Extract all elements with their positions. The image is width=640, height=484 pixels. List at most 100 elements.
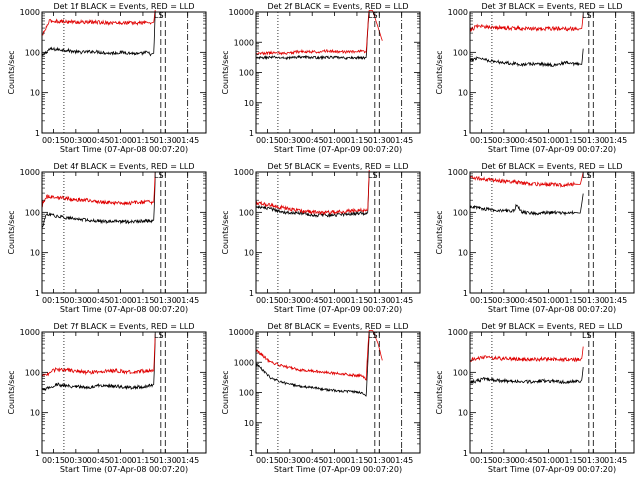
x-tick-label: 00:15 <box>42 136 65 145</box>
x-tick-label: 01:00 <box>537 136 560 145</box>
x-tick-label: 00:30 <box>64 456 87 465</box>
x-tick-label: 00:45 <box>515 296 538 305</box>
x-tick-label: 00:30 <box>278 456 301 465</box>
x-tick-label: 00:30 <box>278 136 301 145</box>
events-series-line <box>42 10 156 57</box>
y-tick-label: 10 <box>244 99 254 108</box>
x-axis-label: Start Time (07-Apr-09 00:07:20) <box>274 305 402 314</box>
x-tick-label: 00:45 <box>301 456 324 465</box>
x-tick-label: 01:00 <box>537 296 560 305</box>
y-tick-label: 1000 <box>20 328 40 337</box>
x-tick-label: 00:45 <box>87 456 110 465</box>
x-axis-label: Start Time (07-Apr-08 00:07:20) <box>60 465 188 474</box>
lld-series-line <box>470 14 584 33</box>
x-tick-label: 00:45 <box>301 296 324 305</box>
y-tick-label: 100 <box>239 208 254 217</box>
x-tick-label: 00:30 <box>492 296 515 305</box>
panel-title: Det 8f BLACK = Events, RED = LLD <box>267 322 408 331</box>
marker-label: LS <box>368 171 378 180</box>
y-tick-label: 10 <box>244 249 254 258</box>
x-tick-label: 00:30 <box>64 136 87 145</box>
lld-series-line <box>42 10 156 36</box>
x-tick-label: 00:15 <box>256 456 279 465</box>
y-axis-label: Counts/sec <box>7 50 16 94</box>
events-series-line <box>470 193 584 217</box>
x-tick-label: 00:45 <box>87 136 110 145</box>
x-tick-label: 01:15 <box>131 296 154 305</box>
x-tick-label: 01:15 <box>559 136 582 145</box>
x-tick-label: 00:30 <box>278 296 301 305</box>
x-tick-label: 00:15 <box>256 136 279 145</box>
lld-series-line <box>42 333 156 377</box>
marker-label: LS <box>582 171 592 180</box>
events-series-line <box>470 48 584 68</box>
marker-label: LS <box>154 11 164 20</box>
y-axis-label: Counts/sec <box>221 50 230 94</box>
x-tick-label: 01:15 <box>131 456 154 465</box>
y-tick-label: 1 <box>463 129 468 138</box>
events-series-line <box>256 333 370 397</box>
x-tick-label: 00:30 <box>492 456 515 465</box>
y-tick-label: 100 <box>25 48 40 57</box>
x-tick-label: 00:15 <box>470 136 493 145</box>
marker-label: LS <box>582 331 592 340</box>
x-tick-label: 01:15 <box>559 456 582 465</box>
x-tick-label: 01:30 <box>154 136 177 145</box>
x-tick-label: 00:30 <box>64 296 87 305</box>
panel-title: Det 4f BLACK = Events, RED = LLD <box>53 162 194 171</box>
panel-title: Det 9f BLACK = Events, RED = LLD <box>481 322 622 331</box>
panel-title: Det 1f BLACK = Events, RED = LLD <box>53 2 194 11</box>
y-tick-label: 100 <box>453 368 468 377</box>
y-tick-label: 100 <box>453 48 468 57</box>
y-axis-label: Counts/sec <box>435 370 444 414</box>
x-axis-label: Start Time (07-Apr-08 00:07:20) <box>60 145 188 154</box>
y-tick-label: 10 <box>30 409 40 418</box>
lld-series-line <box>256 330 383 381</box>
panel-title: Det 3f BLACK = Events, RED = LLD <box>481 2 622 11</box>
lld-series-line <box>42 171 156 208</box>
y-tick-label: 10 <box>458 409 468 418</box>
y-tick-label: 1 <box>35 289 40 298</box>
x-tick-label: 01:15 <box>345 136 368 145</box>
x-tick-label: 01:15 <box>345 456 368 465</box>
y-tick-label: 1000 <box>234 168 254 177</box>
y-tick-label: 100 <box>25 368 40 377</box>
x-tick-label: 01:45 <box>176 456 199 465</box>
y-axis-label: Counts/sec <box>221 210 230 254</box>
x-tick-label: 01:00 <box>537 456 560 465</box>
x-tick-label: 01:30 <box>368 136 391 145</box>
marker-label: LS <box>582 11 592 20</box>
events-series-line <box>470 367 584 385</box>
panel-title: Det 6f BLACK = Events, RED = LLD <box>481 162 622 171</box>
y-tick-label: 10 <box>458 89 468 98</box>
y-tick-label: 1000 <box>234 38 254 47</box>
x-tick-label: 01:45 <box>390 296 413 305</box>
panel-title: Det 5f BLACK = Events, RED = LLD <box>267 162 408 171</box>
x-tick-label: 01:30 <box>154 456 177 465</box>
plot-frame <box>255 11 421 134</box>
x-tick-label: 01:30 <box>368 456 391 465</box>
x-tick-label: 01:30 <box>154 296 177 305</box>
y-tick-label: 1 <box>35 449 40 458</box>
x-axis-label: Start Time (07-Apr-09 00:07:20) <box>274 465 402 474</box>
y-tick-label: 10 <box>458 249 468 258</box>
x-tick-label: 01:15 <box>559 296 582 305</box>
plot-frame <box>41 331 207 454</box>
x-tick-label: 01:45 <box>604 456 627 465</box>
x-tick-label: 01:30 <box>582 136 605 145</box>
y-tick-label: 100 <box>239 389 254 398</box>
x-tick-label: 00:15 <box>470 456 493 465</box>
y-tick-label: 1 <box>249 449 254 458</box>
x-axis-label: Start Time (07-Apr-09 00:07:20) <box>488 145 616 154</box>
y-axis-label: Counts/sec <box>7 210 16 254</box>
lld-series-line <box>256 170 370 216</box>
plot-frame <box>469 11 635 134</box>
x-tick-label: 01:00 <box>109 456 132 465</box>
y-tick-label: 1 <box>463 289 468 298</box>
